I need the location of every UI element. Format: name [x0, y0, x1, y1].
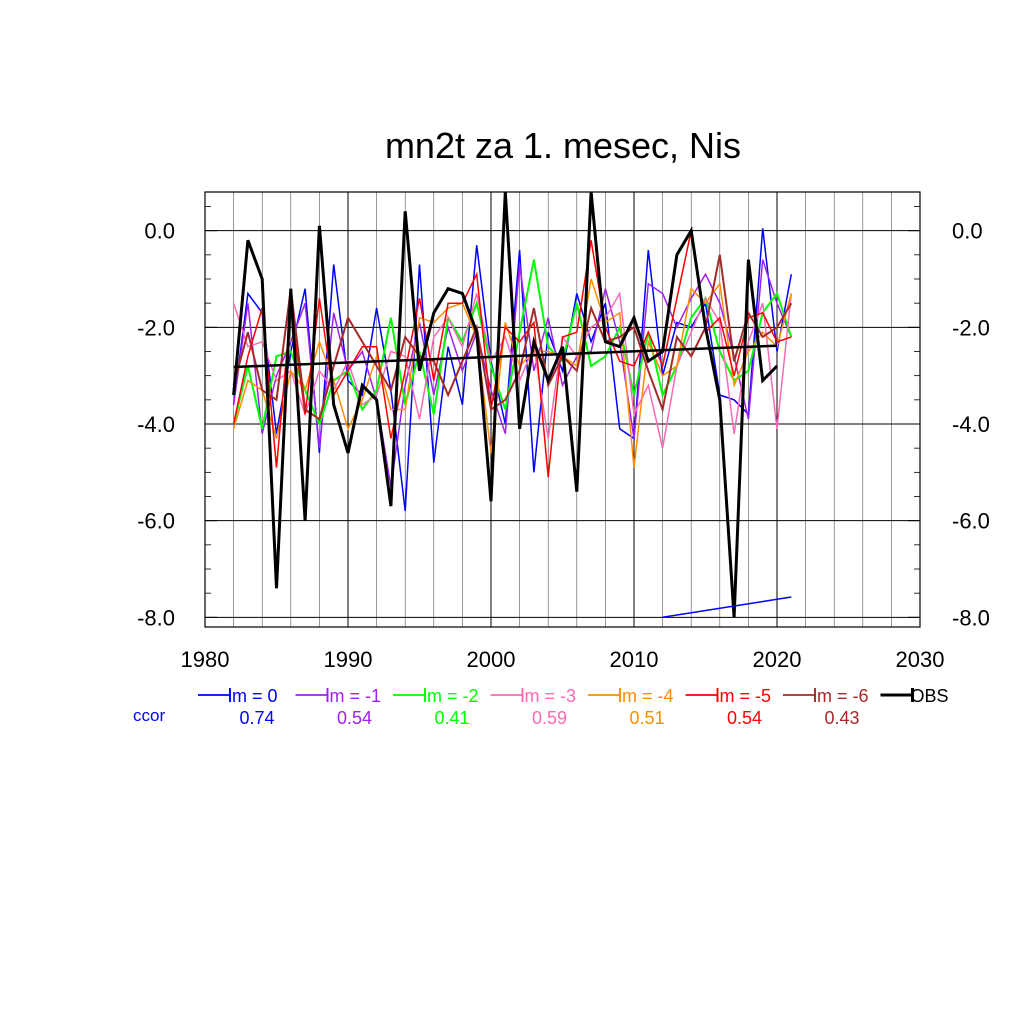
y-tick-label-left: -6.0 — [137, 509, 175, 534]
plot-frame — [204, 191, 921, 628]
series-line-3 — [232, 291, 793, 449]
series-line-8 — [233, 344, 778, 369]
series-line-2 — [232, 259, 793, 430]
x-tick-label: 2000 — [467, 647, 516, 672]
legend-label: lm = -6 — [813, 686, 869, 706]
legend-ccor-value: 0.43 — [824, 708, 859, 728]
legend-label: lm = -2 — [423, 686, 479, 706]
x-tick-label: 2030 — [896, 647, 945, 672]
legend-ccor-value: 0.54 — [337, 708, 372, 728]
series-line-4 — [232, 278, 793, 468]
y-tick-label-left: 0.0 — [144, 219, 175, 244]
series-lines — [232, 191, 793, 619]
series-line-9 — [662, 596, 792, 619]
legend-label: lm = 0 — [228, 686, 278, 706]
y-tick-label-right: -4.0 — [952, 412, 990, 437]
y-tick-label-left: -2.0 — [137, 315, 175, 340]
chart-title: mn2t za 1. mesec, Nis — [385, 125, 741, 166]
x-tick-label: 2020 — [753, 647, 802, 672]
legend-label: OBS — [911, 686, 949, 706]
legend-ccor-value: 0.41 — [434, 708, 469, 728]
ccor-label: ccor — [133, 706, 165, 725]
legend-ccor-value: 0.74 — [239, 708, 274, 728]
y-tick-label-left: -8.0 — [137, 605, 175, 630]
legend-ccor-value: 0.54 — [727, 708, 762, 728]
x-tick-label: 1990 — [324, 647, 373, 672]
x-tick-label: 1980 — [181, 647, 230, 672]
y-tick-label-right: 0.0 — [952, 219, 983, 244]
y-tick-label-right: -6.0 — [952, 509, 990, 534]
legend-ccor-value: 0.59 — [532, 708, 567, 728]
plot-border — [204, 191, 921, 628]
y-tick-label-right: -8.0 — [952, 605, 990, 630]
legend-label: lm = -5 — [716, 686, 772, 706]
legend-label: lm = -1 — [326, 686, 382, 706]
legend-label: lm = -4 — [618, 686, 674, 706]
legend-ccor-value: 0.51 — [629, 708, 664, 728]
y-tick-label-left: -4.0 — [137, 412, 175, 437]
legend-label: lm = -3 — [521, 686, 577, 706]
axes: 1980 1990 2000 2010 2020 2030 0.0 0.0 -2.0 -2.0 -4… — [137, 206, 990, 672]
series-line-6 — [232, 254, 793, 421]
x-tick-label: 2010 — [610, 647, 659, 672]
y-tick-label-right: -2.0 — [952, 315, 990, 340]
